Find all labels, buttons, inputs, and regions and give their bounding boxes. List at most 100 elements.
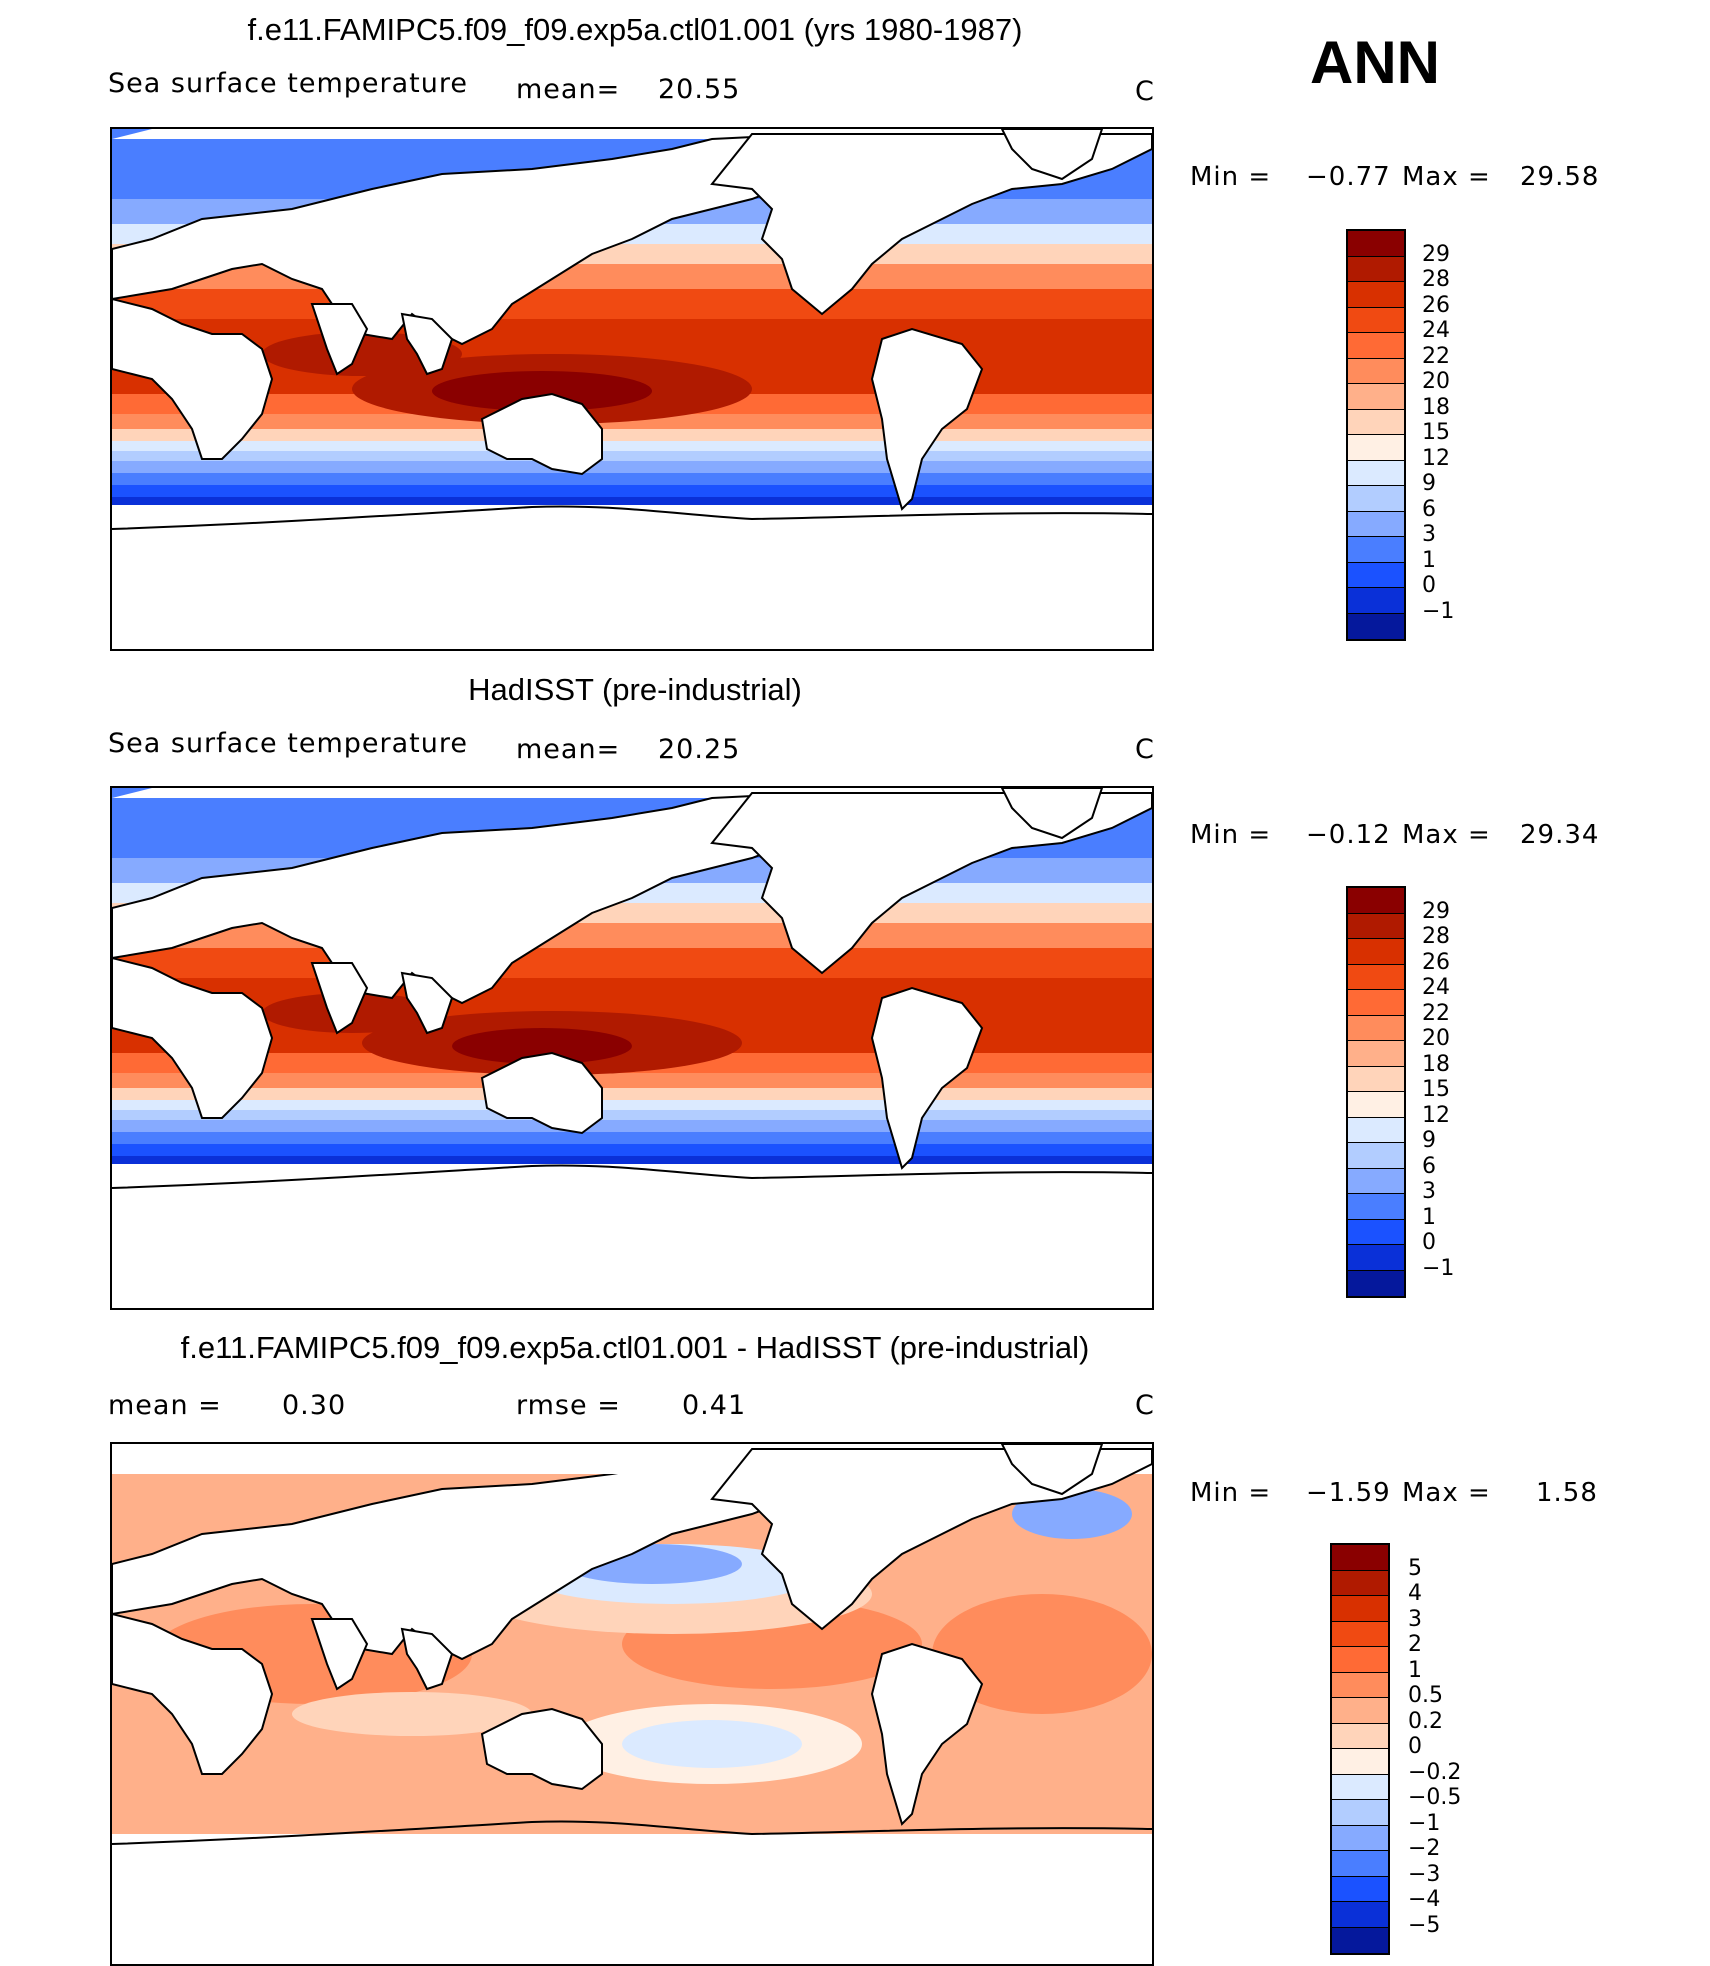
- colorbar-tick-label: 22: [1422, 343, 1450, 369]
- colorbar-segment: [1348, 588, 1404, 614]
- colorbar-tick-label: 15: [1422, 420, 1450, 445]
- panel3-title: f.e11.FAMIPC5.f09_f09.exp5a.ctl01.001 - …: [180, 1330, 1090, 1365]
- colorbar-tick-label: 24: [1422, 318, 1450, 343]
- colorbar-tick-label: 6: [1422, 496, 1436, 522]
- colorbar-tick-label: 5: [1408, 1555, 1422, 1581]
- colorbar-segment: [1348, 613, 1404, 639]
- panel2-title: HadISST (pre-industrial): [468, 672, 802, 707]
- colorbar-segment: [1348, 1041, 1404, 1067]
- colorbar-segment: [1332, 1672, 1388, 1698]
- colorbar-tick-label: 2: [1408, 1632, 1422, 1657]
- colorbar-tick-label: 26: [1422, 292, 1450, 318]
- colorbar-tick-label: 6: [1422, 1153, 1436, 1179]
- panel1-mean-value: 20.55: [658, 74, 741, 105]
- panel1-units: C: [1135, 76, 1155, 107]
- colorbar-tick-label: 0: [1422, 1230, 1436, 1255]
- colorbar-tick-label: 20: [1422, 1026, 1450, 1051]
- panel3-map: [110, 1442, 1154, 1966]
- colorbar-segment: [1348, 460, 1404, 486]
- colorbar-tick-label: 26: [1422, 949, 1450, 975]
- colorbar-tick-label: −0.2: [1408, 1759, 1462, 1785]
- panel3-rmse-value: 0.41: [682, 1390, 747, 1421]
- panel2-colorbar: [1346, 886, 1406, 1298]
- colorbar-tick-label: −1: [1422, 598, 1455, 624]
- colorbar-tick-label: 22: [1422, 1000, 1450, 1026]
- colorbar-tick-label: −5: [1408, 1912, 1441, 1938]
- colorbar-segment: [1348, 409, 1404, 435]
- colorbar-segment: [1332, 1723, 1388, 1749]
- colorbar-segment: [1332, 1570, 1388, 1596]
- colorbar-tick-label: −2: [1408, 1836, 1441, 1861]
- colorbar-segment: [1332, 1851, 1388, 1877]
- colorbar-tick-label: 20: [1422, 369, 1450, 394]
- panel2-max-label: Max =: [1402, 820, 1491, 850]
- colorbar-segment: [1348, 939, 1404, 965]
- colorbar-tick-label: 0: [1422, 573, 1436, 598]
- panel2-max-value: 29.34: [1520, 820, 1600, 850]
- panel2-map-svg: [112, 788, 1152, 1308]
- colorbar-segment: [1348, 358, 1404, 384]
- colorbar-tick-label: −1: [1408, 1810, 1441, 1836]
- colorbar-segment: [1348, 1143, 1404, 1169]
- colorbar-tick-label: 1: [1422, 1204, 1436, 1230]
- panel3-max-label: Max =: [1402, 1478, 1491, 1508]
- colorbar-tick-label: 29: [1422, 898, 1450, 924]
- colorbar-tick-label: 9: [1422, 1128, 1436, 1153]
- colorbar-segment: [1332, 1621, 1388, 1647]
- colorbar-tick-label: 3: [1422, 522, 1436, 547]
- colorbar-segment: [1332, 1774, 1388, 1800]
- colorbar-tick-label: 3: [1422, 1179, 1436, 1204]
- colorbar-segment: [1332, 1749, 1388, 1775]
- colorbar-segment: [1348, 913, 1404, 939]
- colorbar-segment: [1348, 1066, 1404, 1092]
- colorbar-segment: [1348, 888, 1404, 914]
- colorbar-tick-label: −3: [1408, 1861, 1441, 1887]
- colorbar-segment: [1348, 256, 1404, 282]
- colorbar-segment: [1348, 537, 1404, 563]
- colorbar-tick-label: 18: [1422, 394, 1450, 420]
- colorbar-segment: [1332, 1698, 1388, 1724]
- colorbar-tick-label: −0.5: [1408, 1785, 1462, 1810]
- colorbar-tick-label: 28: [1422, 924, 1450, 949]
- colorbar-segment: [1348, 1219, 1404, 1245]
- colorbar-segment: [1348, 1015, 1404, 1041]
- colorbar-segment: [1348, 1168, 1404, 1194]
- panel1-min-label: Min =: [1190, 162, 1272, 192]
- colorbar-segment: [1348, 1270, 1404, 1296]
- colorbar-segment: [1332, 1902, 1388, 1928]
- colorbar-segment: [1348, 486, 1404, 512]
- panel1-min-value: −0.77: [1306, 162, 1391, 192]
- colorbar-segment: [1348, 1245, 1404, 1271]
- colorbar-segment: [1332, 1800, 1388, 1826]
- colorbar-segment: [1348, 511, 1404, 537]
- colorbar-segment: [1348, 562, 1404, 588]
- colorbar-segment: [1348, 1194, 1404, 1220]
- colorbar-segment: [1348, 307, 1404, 333]
- colorbar-segment: [1348, 282, 1404, 308]
- colorbar-tick-label: 9: [1422, 471, 1436, 496]
- colorbar-segment: [1348, 1092, 1404, 1118]
- panel1-mean-label: mean=: [516, 74, 621, 105]
- panel2-map: [110, 786, 1154, 1310]
- colorbar-segment: [1348, 964, 1404, 990]
- panel2-mean-label: mean=: [516, 734, 621, 765]
- colorbar-segment: [1348, 1117, 1404, 1143]
- colorbar-segment: [1332, 1927, 1388, 1953]
- season-label: ANN: [1310, 29, 1440, 96]
- colorbar-tick-label: 1: [1408, 1657, 1422, 1683]
- colorbar-tick-label: 3: [1408, 1606, 1422, 1632]
- colorbar-segment: [1348, 435, 1404, 461]
- colorbar-segment: [1332, 1825, 1388, 1851]
- panel1-map: [110, 127, 1154, 651]
- colorbar-segment: [1332, 1596, 1388, 1622]
- panel1-colorbar-labels: 29 28 26 24 22 20 18 15 12 9 6 3 1 0 −1: [1422, 229, 1502, 641]
- panel1-map-svg: [112, 129, 1152, 649]
- colorbar-tick-label: 1: [1422, 547, 1436, 573]
- panel1-max-value: 29.58: [1520, 162, 1600, 192]
- colorbar-segment: [1348, 990, 1404, 1016]
- panel3-rmse-label: rmse =: [516, 1390, 621, 1421]
- panel2-min-label: Min =: [1190, 820, 1272, 850]
- panel3-mean-label: mean =: [108, 1390, 222, 1421]
- panel3-min-label: Min =: [1190, 1478, 1272, 1508]
- colorbar-segment: [1332, 1545, 1388, 1571]
